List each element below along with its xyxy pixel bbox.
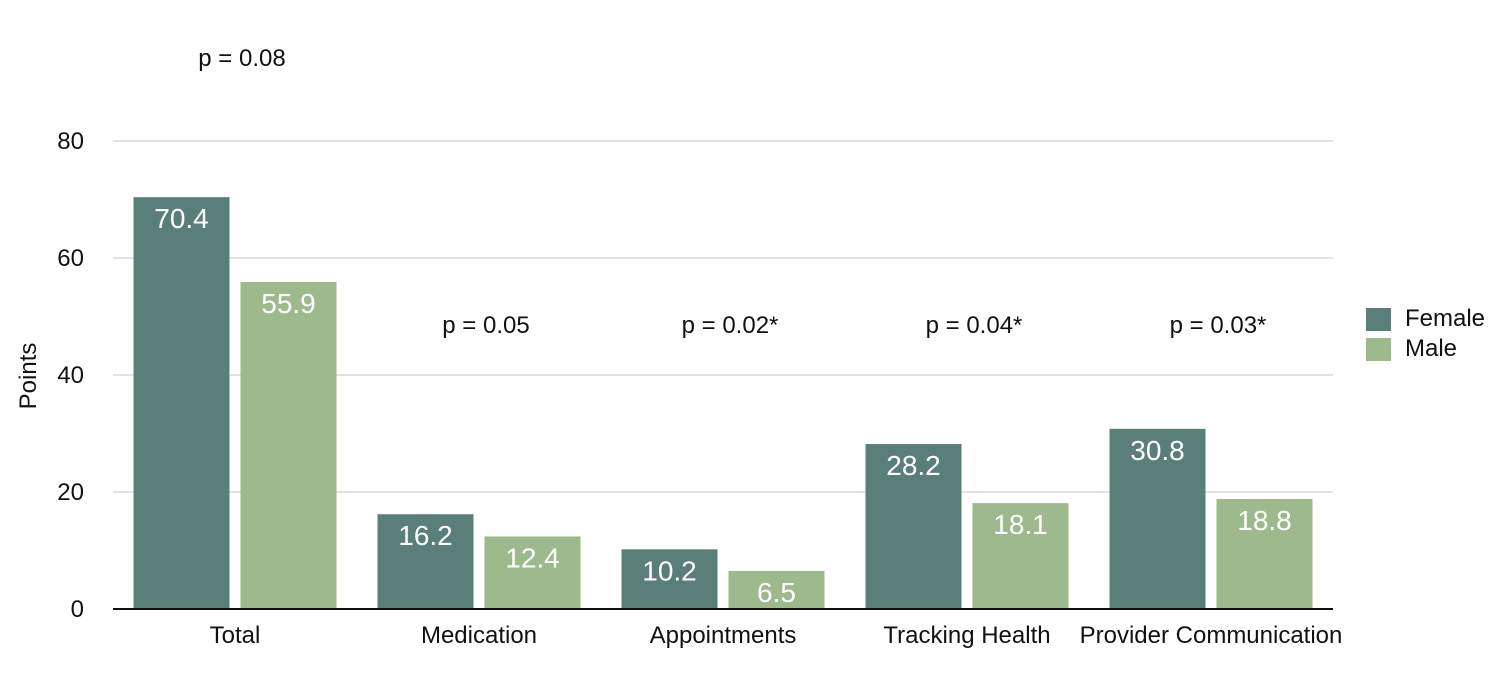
value-label: 70.4 <box>154 203 209 234</box>
y-tick-label: 40 <box>57 362 84 389</box>
legend-swatch-male <box>1366 337 1391 361</box>
y-tick-label: 60 <box>57 245 84 272</box>
p-value-annotation: p = 0.04* <box>926 312 1023 339</box>
y-tick-label: 0 <box>71 596 84 623</box>
bar <box>1216 499 1313 609</box>
y-tick-label: 20 <box>57 479 84 506</box>
bar <box>621 549 718 609</box>
legend-item-male: Male <box>1366 334 1485 364</box>
x-tick-label: Provider Communication <box>1080 622 1343 649</box>
value-label: 18.8 <box>1237 505 1292 536</box>
value-label: 16.2 <box>398 520 453 551</box>
y-tick-label: 80 <box>57 128 84 155</box>
legend-item-female: Female <box>1366 304 1485 334</box>
legend: Female Male <box>1366 304 1485 364</box>
y-axis-label: Points <box>15 343 42 410</box>
x-tick-label: Total <box>210 622 261 649</box>
p-value-annotations: p = 0.08 p = 0.05 p = 0.02* p = 0.04* p = 0.… <box>198 45 1266 339</box>
value-label: 6.5 <box>757 577 796 608</box>
p-value-annotation: p = 0.05 <box>442 312 529 339</box>
p-value-annotation: p = 0.08 <box>198 45 285 72</box>
x-tick-label: Tracking Health <box>883 622 1050 649</box>
x-tick-labels: Total Medication Appointments Tracking Heal… <box>210 622 1343 649</box>
legend-swatch-female <box>1366 307 1391 331</box>
y-tick-labels: 0 20 40 60 80 <box>57 128 84 623</box>
x-tick-label: Medication <box>421 622 537 649</box>
legend-label-female: Female <box>1405 305 1486 332</box>
bar <box>865 444 962 609</box>
bar <box>240 281 337 609</box>
p-value-annotation: p = 0.03* <box>1170 312 1267 339</box>
bar <box>1109 428 1206 609</box>
bars <box>133 197 1313 609</box>
value-label: 12.4 <box>505 542 560 573</box>
bar <box>972 503 1069 609</box>
value-label: 55.9 <box>261 288 316 319</box>
bar <box>484 536 581 609</box>
x-tick-label: Appointments <box>650 622 797 649</box>
value-label: 18.1 <box>993 509 1048 540</box>
value-label: 28.2 <box>886 450 941 481</box>
bar <box>377 514 474 609</box>
legend-label-male: Male <box>1405 335 1458 362</box>
value-label: 30.8 <box>1130 435 1185 466</box>
value-labels: 70.4 55.9 16.2 12.4 10.2 6.5 28.2 18.1 30.8 18.8 <box>154 203 1292 608</box>
bar <box>133 197 230 609</box>
bar <box>728 570 825 609</box>
p-value-annotation: p = 0.02* <box>682 312 779 339</box>
value-label: 10.2 <box>642 555 697 586</box>
